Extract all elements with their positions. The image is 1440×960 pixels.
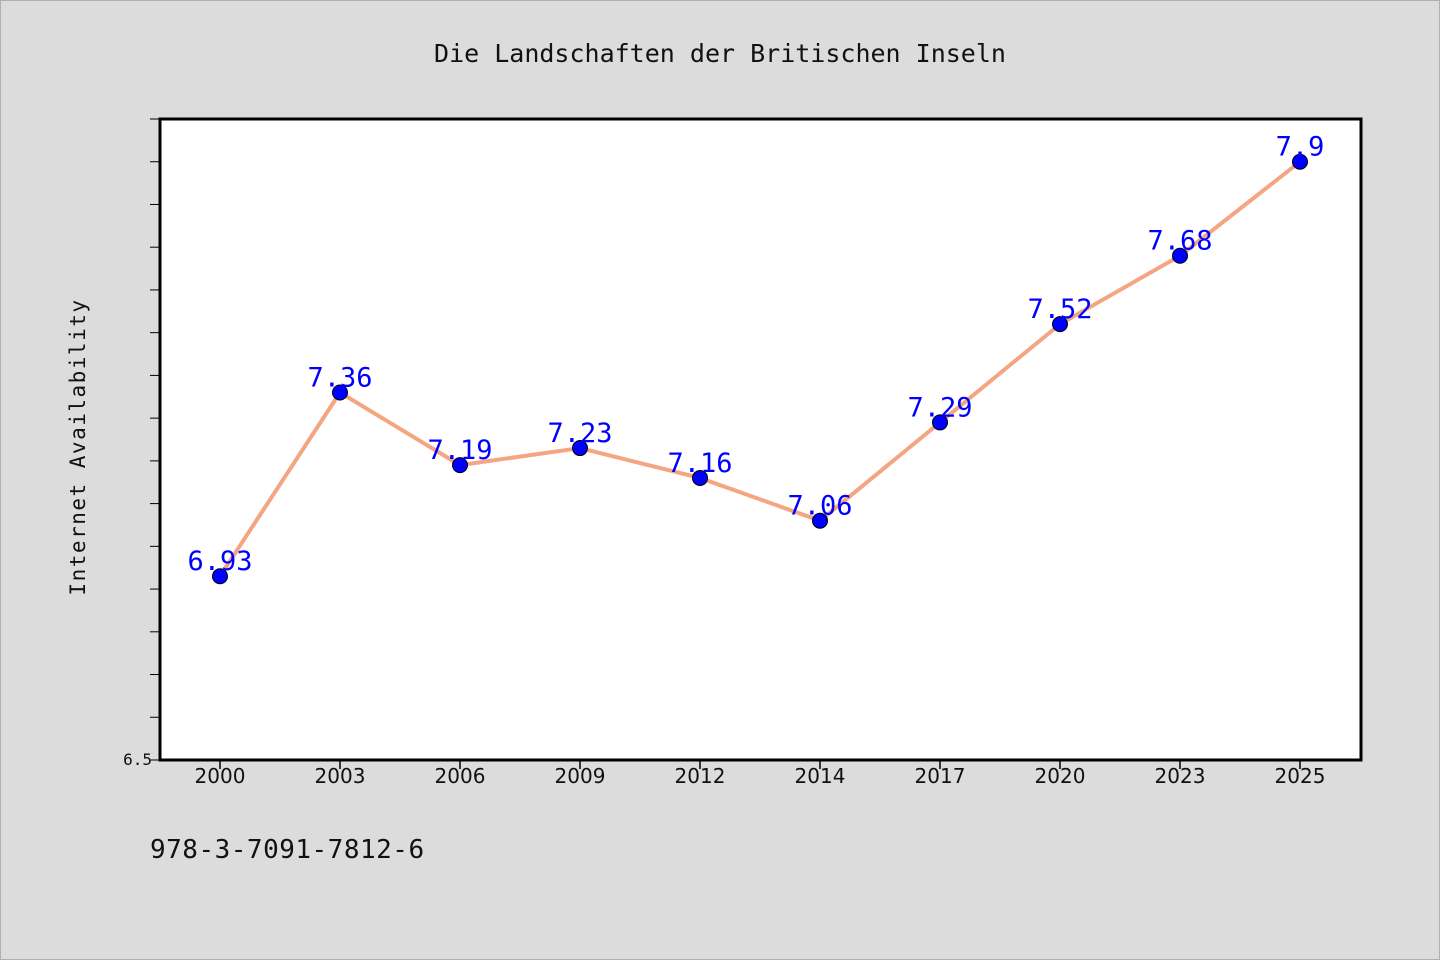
data-label: 7.06 bbox=[787, 491, 852, 522]
x-tick-label: 2020 bbox=[1035, 764, 1086, 788]
data-label: 7.16 bbox=[667, 448, 732, 479]
data-point bbox=[1292, 153, 1308, 170]
data-point bbox=[932, 414, 948, 431]
data-point bbox=[452, 457, 468, 474]
y-axis-ticks: 6.5 bbox=[123, 118, 160, 769]
x-tick-label: 2012 bbox=[675, 764, 726, 788]
data-label: 7.9 bbox=[1276, 132, 1325, 163]
data-point bbox=[332, 384, 348, 401]
series-line bbox=[218, 159, 1302, 579]
x-tick-label: 2017 bbox=[915, 764, 966, 788]
data-point bbox=[572, 440, 588, 457]
x-tick-label: 2023 bbox=[1155, 764, 1206, 788]
y-tick-label: 6.5 bbox=[123, 750, 152, 769]
data-point bbox=[1052, 316, 1068, 333]
x-tick-label: 2006 bbox=[435, 764, 486, 788]
x-axis-ticks: 2000 2003 2006 2009 2012 2014 2017 2020 2023 2025 bbox=[195, 760, 1326, 788]
x-tick-label: 2000 bbox=[195, 764, 246, 788]
data-point bbox=[1172, 247, 1188, 264]
data-label: 7.36 bbox=[307, 362, 372, 393]
data-label: 7.19 bbox=[427, 435, 492, 466]
x-tick-label: 2014 bbox=[795, 764, 846, 788]
x-tick-label: 2025 bbox=[1275, 764, 1326, 788]
isbn-caption: 978-3-7091-7812-6 bbox=[150, 835, 425, 865]
y-axis-label: Internet Availability bbox=[66, 298, 90, 595]
chart-title: Die Landschaften der Britischen Inseln bbox=[434, 39, 1006, 68]
data-point bbox=[692, 469, 708, 486]
x-tick-label: 2009 bbox=[555, 764, 606, 788]
plot-area bbox=[158, 117, 1363, 762]
data-label: 7.68 bbox=[1147, 226, 1212, 257]
data-label: 7.52 bbox=[1027, 294, 1092, 325]
data-point bbox=[812, 512, 828, 529]
series-layer: 6.93 7.36 7.19 7.23 7.16 7.06 7.29 7.52 7.68 7.9 bbox=[187, 132, 1325, 585]
x-tick-label: 2003 bbox=[315, 764, 366, 788]
data-label: 7.23 bbox=[547, 418, 612, 449]
data-label: 7.29 bbox=[907, 392, 972, 423]
data-point bbox=[212, 568, 228, 585]
data-label: 6.93 bbox=[187, 546, 252, 577]
